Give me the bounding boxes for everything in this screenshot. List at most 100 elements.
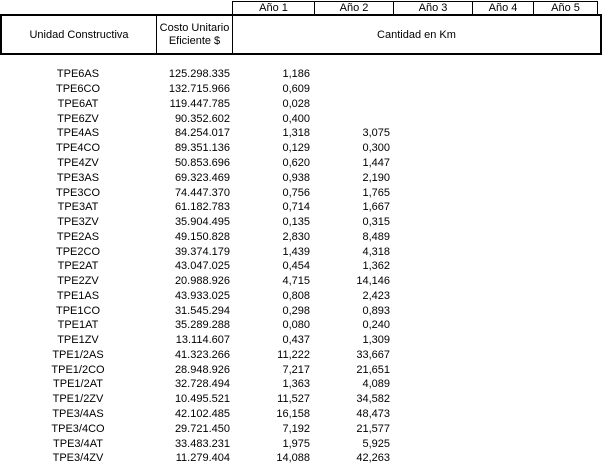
costo-unitario-cell: 50.853.696 [174, 156, 230, 169]
table-row: TPE3/4CO 29.721.450 7,192 21,577 [0, 421, 602, 436]
costo-unitario-cell: 33.483.231 [174, 437, 230, 450]
header-cantidad-en-km: Cantidad en Km [377, 28, 456, 41]
unidad-constructiva-cell: TPE2AS [56, 230, 100, 243]
ano1-cell: 0,714 [282, 201, 310, 214]
year-header-row: Año 1 Año 2 Año 3 Año 4 Año 5 [232, 1, 598, 15]
unidad-constructiva-cell: TPE1ZV [57, 334, 99, 347]
unidad-constructiva-cell: TPE3ZV [57, 216, 99, 229]
unidad-constructiva-cell: TPE2ZV [57, 275, 99, 288]
ano2-cell: 2,190 [362, 171, 390, 184]
year-header-ano5: Año 5 [533, 1, 598, 15]
costo-unitario-cell: 84.254.017 [174, 127, 230, 140]
ano1-cell: 16,158 [276, 407, 310, 420]
table-row: TPE4ZV 50.853.696 0,620 1,447 [0, 156, 602, 171]
table-row: TPE3AT 61.182.783 0,714 1,667 [0, 200, 602, 215]
unidad-constructiva-cell: TPE2CO [55, 245, 100, 258]
costo-unitario-cell: 20.988.926 [174, 275, 230, 288]
ano1-cell: 1,186 [282, 68, 310, 81]
ano2-cell: 8,489 [362, 230, 390, 243]
unidad-constructiva-cell: TPE3/4ZV [52, 452, 104, 465]
year-header-ano1: Año 1 [232, 1, 315, 15]
table-row: TPE3ZV 35.904.495 0,135 0,315 [0, 215, 602, 230]
table-row: TPE6CO 132.715.966 0,609 [0, 82, 602, 97]
ano2-cell: 21,577 [356, 422, 390, 435]
data-rows: TPE6AS 125.298.335 1,186 TPE6CO 132.715.966 0… [0, 67, 602, 466]
unidad-constructiva-cell: TPE3AT [57, 201, 99, 214]
unidad-constructiva-cell: TPE1CO [55, 304, 100, 317]
ano1-cell: 0,028 [282, 97, 310, 110]
costo-unitario-cell: 35.904.495 [174, 216, 230, 229]
ano2-cell: 1,309 [362, 334, 390, 347]
table-row: TPE3/4ZV 11.279.404 14,088 42,263 [0, 451, 602, 466]
ano1-cell: 0,298 [282, 304, 310, 317]
ano1-cell: 0,609 [282, 83, 310, 96]
year-header-ano2: Año 2 [314, 1, 394, 15]
ano1-cell: 0,129 [282, 142, 310, 155]
costo-unitario-cell: 11.279.404 [175, 452, 230, 465]
costo-unitario-cell: 49.150.828 [174, 230, 230, 243]
table-row: TPE1AS 43.933.025 0,808 2,423 [0, 288, 602, 303]
table-row: TPE2CO 39.374.179 1,439 4,318 [0, 244, 602, 259]
table-row: TPE6AT 119.447.785 0,028 [0, 97, 602, 112]
ano1-cell: 0,808 [282, 289, 310, 302]
ano2-cell: 4,318 [362, 245, 390, 258]
ano2-cell: 42,263 [356, 452, 390, 465]
ano1-cell: 1,975 [282, 437, 310, 450]
table-header-row: Unidad Constructiva Costo Unitario Efici… [0, 14, 602, 55]
header-costo-line2: Eficiente $ [168, 34, 221, 47]
costo-unitario-cell: 10.495.521 [174, 393, 230, 406]
unidad-constructiva-cell: TPE6CO [55, 83, 100, 96]
table-row: TPE1CO 31.545.294 0,298 0,893 [0, 303, 602, 318]
costo-unitario-cell: 74.447.370 [174, 186, 230, 199]
table-row: TPE3/4AT 33.483.231 1,975 5,925 [0, 436, 602, 451]
ano1-cell: 7,217 [282, 363, 310, 376]
ano2-cell: 3,075 [362, 127, 390, 140]
table-row: TPE2ZV 20.988.926 4,715 14,146 [0, 274, 602, 289]
table-row: TPE3AS 69.323.469 0,938 2,190 [0, 170, 602, 185]
table-row: TPE1/2AS 41.323.266 11,222 33,667 [0, 348, 602, 363]
ano2-cell: 0,893 [362, 304, 390, 317]
ano2-cell: 1,667 [362, 201, 390, 214]
ano1-cell: 0,938 [282, 171, 310, 184]
unidad-constructiva-cell: TPE6AT [57, 97, 99, 110]
unidad-constructiva-cell: TPE3AS [56, 171, 100, 184]
costo-unitario-cell: 90.352.602 [174, 112, 230, 125]
unidad-constructiva-cell: TPE3CO [55, 186, 100, 199]
table-row: TPE1/2AT 32.728.494 1,363 4,089 [0, 377, 602, 392]
unidad-constructiva-cell: TPE6AS [56, 68, 100, 81]
ano1-cell: 0,437 [282, 334, 310, 347]
ano1-cell: 0,454 [282, 260, 310, 273]
ano1-cell: 7,192 [282, 422, 310, 435]
costo-unitario-cell: 35.289.288 [174, 319, 230, 332]
table-row: TPE6ZV 90.352.602 0,400 [0, 111, 602, 126]
ano1-cell: 11,222 [277, 348, 310, 361]
ano1-cell: 1,318 [282, 127, 310, 140]
table-row: TPE1/2ZV 10.495.521 11,527 34,582 [0, 392, 602, 407]
year-header-ano4: Año 4 [472, 1, 534, 15]
ano2-cell: 1,362 [362, 260, 390, 273]
ano2-cell: 0,240 [362, 319, 390, 332]
costo-unitario-cell: 132.715.966 [168, 83, 230, 96]
costo-unitario-cell: 41.323.266 [174, 348, 230, 361]
unidad-constructiva-cell: TPE6ZV [57, 112, 99, 125]
costo-unitario-cell: 69.323.469 [174, 171, 230, 184]
header-unidad-constructiva: Unidad Constructiva [2, 16, 157, 53]
unidad-constructiva-cell: TPE1AT [57, 319, 99, 332]
unidad-constructiva-cell: TPE1/2ZV [52, 393, 104, 406]
costo-unitario-cell: 31.545.294 [174, 304, 230, 317]
costo-unitario-cell: 39.374.179 [174, 245, 230, 258]
costo-unitario-cell: 13.114.607 [175, 334, 230, 347]
table-row: TPE2AT 43.047.025 0,454 1,362 [0, 259, 602, 274]
ano2-cell: 5,925 [362, 437, 390, 450]
costo-unitario-cell: 43.933.025 [174, 289, 230, 302]
unidad-constructiva-cell: TPE1/2AT [53, 378, 103, 391]
unidad-constructiva-cell: TPE4CO [55, 142, 100, 155]
unidad-constructiva-cell: TPE1AS [56, 289, 100, 302]
table-row: TPE3/4AS 42.102.485 16,158 48,473 [0, 407, 602, 422]
ano1-cell: 14,088 [276, 452, 310, 465]
ano2-cell: 0,300 [362, 142, 390, 155]
ano1-cell: 0,756 [282, 186, 310, 199]
ano2-cell: 1,765 [362, 186, 390, 199]
table-row: TPE3CO 74.447.370 0,756 1,765 [0, 185, 602, 200]
